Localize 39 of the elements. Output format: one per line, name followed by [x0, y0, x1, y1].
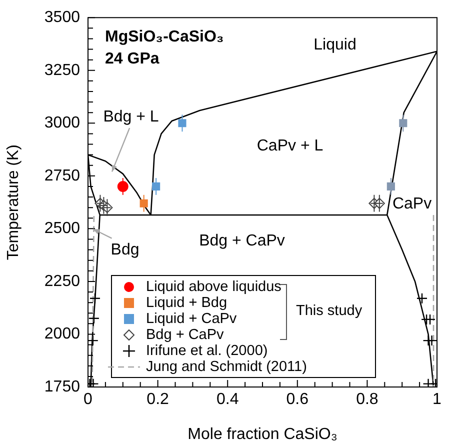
y-tick-label: 2750 — [44, 167, 80, 184]
text: 24 GPa — [105, 50, 160, 68]
point — [424, 314, 436, 326]
legend-label: Liquid + Bdg — [146, 295, 228, 311]
y-tick-label: 3500 — [44, 9, 80, 26]
point — [117, 180, 128, 192]
annotation: Liquid — [314, 36, 356, 54]
point — [88, 312, 100, 324]
y-tick-label: 2500 — [44, 220, 80, 238]
text: MgSiO₃-CaSiO₃ — [105, 28, 224, 46]
x-tick-label: 0.6 — [286, 391, 309, 408]
x-tick-label: 0.8 — [356, 391, 378, 408]
y-tick-label: 1750 — [44, 378, 80, 396]
y-tick-label: 3250 — [44, 62, 80, 79]
annotation: Bdg — [110, 241, 140, 258]
legend-label: Irifune et al. (2000) — [146, 343, 268, 359]
point — [89, 292, 101, 304]
annotation: CaPv + L — [256, 137, 324, 154]
point — [426, 334, 437, 346]
y-tick-label: 2000 — [44, 326, 80, 343]
legend-label: Liquid + CaPv — [146, 311, 237, 327]
annotation: Bdg + L — [103, 108, 159, 126]
legend-label: Jung and Schmidt (2011) — [146, 359, 307, 375]
x-tick-label: 1 — [432, 391, 442, 408]
y-tick-label: 2250 — [44, 272, 80, 290]
point — [178, 119, 186, 128]
x-tick-label: 0.4 — [216, 391, 239, 408]
x-axis-title: Mole fraction CaSiO₃ — [188, 426, 338, 443]
annotation: This study — [296, 303, 362, 319]
legend-label: Liquid above liquidus — [146, 279, 282, 295]
legend-label: Bdg + CaPv — [146, 327, 224, 343]
y-tick-label: 3000 — [44, 114, 80, 132]
y-axis-title: Temperature (K) — [5, 144, 22, 260]
point — [416, 292, 428, 304]
x-tick-label: 0 — [84, 391, 93, 408]
x-tick-label: 0.2 — [146, 391, 170, 408]
annotation: CaPv — [392, 195, 432, 212]
annotation: Bdg + CaPv — [199, 232, 285, 250]
point — [88, 334, 98, 346]
